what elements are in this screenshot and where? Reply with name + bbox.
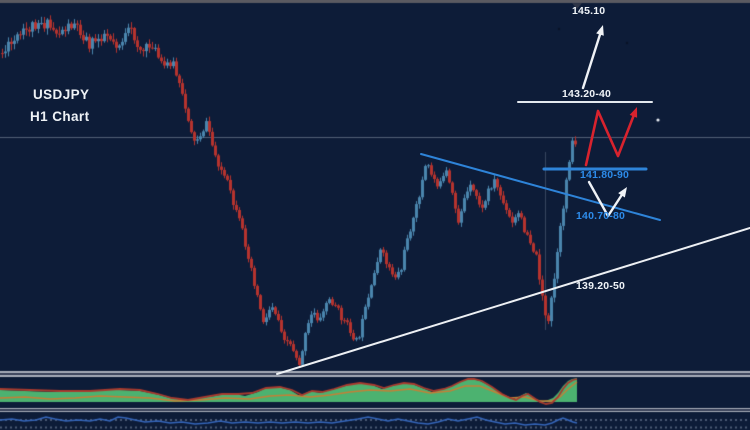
- timeframe-label: H1 Chart: [30, 109, 90, 124]
- support-zone-label: 139.20-50: [576, 280, 626, 292]
- retest-level-label: 140.70-80: [576, 210, 626, 222]
- symbol-label: USDJPY: [33, 87, 90, 102]
- symbol-info: USDJPY H1 Chart: [30, 84, 89, 128]
- resistance-zone-label: 143.20-40: [562, 88, 612, 100]
- target-price-label: 145.10: [572, 5, 606, 17]
- breakout-level-label: 141.80-90: [580, 169, 630, 181]
